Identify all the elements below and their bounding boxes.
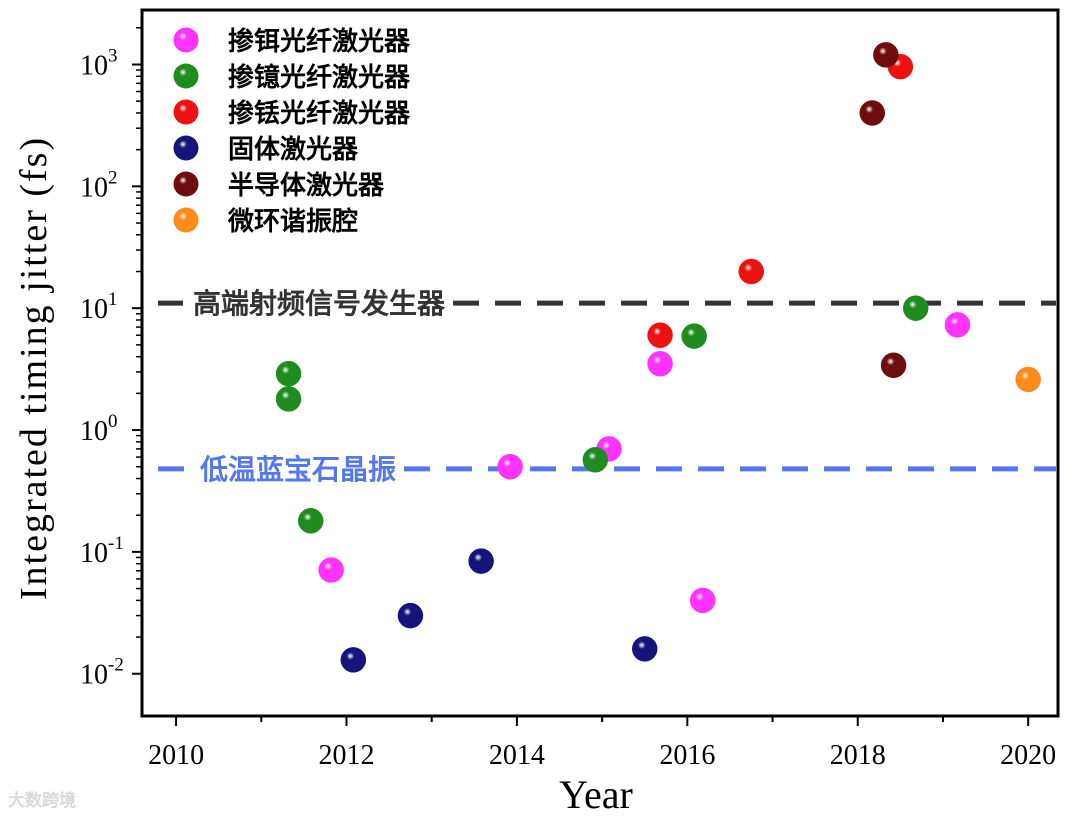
y-tick-label: 10-1	[80, 533, 124, 569]
data-point	[631, 636, 658, 662]
legend-marker	[173, 27, 199, 53]
legend-label: 固体激光器	[228, 134, 359, 165]
legend-marker	[173, 207, 199, 233]
watermark: 大数跨境	[8, 791, 76, 811]
x-tick-label: 2020	[1000, 740, 1056, 771]
y-tick-label: 10-2	[80, 655, 124, 691]
data-point	[689, 587, 716, 614]
legend-marker	[173, 171, 199, 197]
data-point	[468, 548, 494, 574]
x-tick-label: 2012	[319, 740, 375, 771]
data-point	[880, 352, 907, 379]
data-point	[859, 100, 885, 126]
reference-label: 高端射频信号发生器	[193, 287, 446, 320]
data-point	[275, 360, 302, 387]
legend-marker	[173, 135, 199, 161]
data-point	[944, 312, 971, 338]
x-tick-label: 2014	[489, 740, 545, 771]
data-point	[873, 42, 899, 68]
data-point	[582, 447, 609, 473]
legend-marker	[173, 63, 199, 89]
y-tick-label: 103	[80, 45, 118, 81]
data-point	[318, 557, 344, 583]
legend-label: 掺铥光纤激光器	[228, 98, 411, 129]
data-point	[340, 647, 367, 673]
legend-marker	[173, 99, 199, 125]
data-point	[275, 386, 302, 412]
reference-label-bg	[187, 283, 452, 324]
x-tick-label: 2016	[659, 740, 715, 771]
data-point	[681, 323, 707, 349]
data-point	[297, 508, 324, 534]
reference-label: 低温蓝宝石晶振	[199, 453, 396, 486]
data-point	[497, 453, 523, 480]
legend-label: 掺铒光纤激光器	[228, 26, 411, 57]
x-axis-label: Year	[559, 772, 633, 817]
data-point	[647, 322, 673, 348]
x-tick-label: 2018	[830, 740, 886, 771]
reference-label-bg	[194, 448, 403, 489]
y-tick-label: 101	[80, 289, 118, 325]
y-tick-label: 102	[80, 167, 118, 203]
data-points	[275, 42, 1041, 673]
y-axis-label: Integrated timing jitter (fs)	[13, 136, 55, 600]
y-axis-ticks: 10-2 10-1 100 101 102 103	[80, 27, 142, 691]
data-point	[1015, 366, 1041, 393]
data-point	[738, 258, 764, 285]
x-axis-ticks: 2010 2012 2014 2016 2018 2020	[148, 716, 1056, 771]
legend-label: 半导体激光器	[228, 170, 385, 201]
legend-label: 微环谐振腔	[227, 206, 358, 237]
data-point	[647, 350, 673, 377]
x-tick-label: 2010	[148, 740, 204, 771]
data-point	[397, 602, 424, 629]
legend-label: 掺镱光纤激光器	[228, 62, 411, 93]
data-point	[902, 295, 929, 321]
y-tick-label: 100	[80, 411, 118, 447]
